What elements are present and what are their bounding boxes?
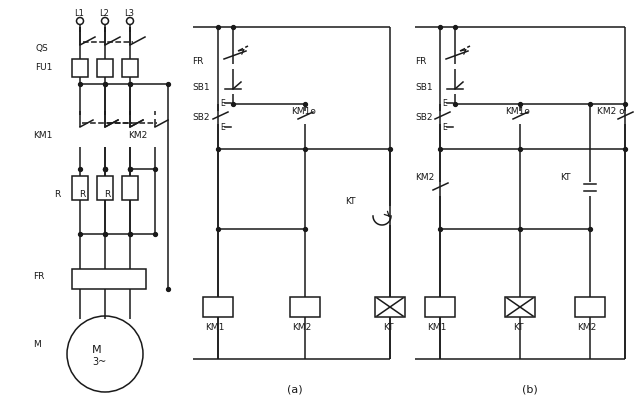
Bar: [505, 297, 535, 317]
Text: E: E: [442, 99, 447, 108]
Text: KM2: KM2: [128, 130, 147, 139]
Text: M: M: [33, 340, 41, 348]
Text: QS: QS: [35, 43, 48, 53]
Bar: [122, 176, 138, 200]
Bar: [290, 297, 320, 317]
Text: KM1o: KM1o: [505, 107, 530, 116]
Bar: [97, 176, 113, 200]
Bar: [72, 176, 88, 200]
Bar: [375, 297, 405, 317]
Text: KM1: KM1: [33, 130, 52, 139]
Text: FU1: FU1: [35, 62, 52, 71]
Text: KM2 o: KM2 o: [597, 107, 625, 116]
Text: (a): (a): [287, 384, 303, 394]
Text: L2: L2: [99, 10, 109, 18]
Text: (b): (b): [522, 384, 538, 394]
Text: 3~: 3~: [92, 356, 106, 366]
Text: FR: FR: [415, 57, 426, 66]
Text: SB2: SB2: [415, 113, 433, 122]
Text: L3: L3: [124, 10, 134, 18]
Text: SB2: SB2: [192, 113, 209, 122]
Bar: [72, 60, 88, 78]
Text: R: R: [104, 190, 110, 199]
Text: SB1: SB1: [192, 83, 210, 92]
Bar: [122, 60, 138, 78]
Text: E: E: [442, 123, 447, 132]
Bar: [72, 269, 146, 289]
Text: KT: KT: [560, 173, 570, 182]
Text: KM2: KM2: [292, 323, 311, 332]
Circle shape: [77, 18, 83, 25]
Text: KT: KT: [383, 323, 394, 332]
Text: E: E: [220, 123, 225, 132]
Text: KM1: KM1: [205, 323, 225, 332]
Text: R: R: [54, 190, 60, 199]
Circle shape: [127, 18, 134, 25]
Circle shape: [102, 18, 109, 25]
Bar: [425, 297, 455, 317]
Text: SB1: SB1: [415, 83, 433, 92]
Bar: [575, 297, 605, 317]
Bar: [203, 297, 233, 317]
Text: M: M: [92, 344, 102, 354]
Text: E: E: [220, 99, 225, 108]
Text: FR: FR: [192, 57, 204, 66]
Bar: [97, 60, 113, 78]
Text: L1: L1: [74, 10, 84, 18]
Text: KM2: KM2: [577, 323, 596, 332]
Text: R: R: [79, 190, 85, 199]
Text: KM2: KM2: [415, 173, 435, 182]
Circle shape: [67, 316, 143, 392]
Text: FR: FR: [33, 272, 44, 281]
Text: KM1: KM1: [427, 323, 446, 332]
Text: KM1o: KM1o: [291, 107, 316, 116]
Text: KT: KT: [345, 197, 355, 206]
Text: KT: KT: [513, 323, 524, 332]
